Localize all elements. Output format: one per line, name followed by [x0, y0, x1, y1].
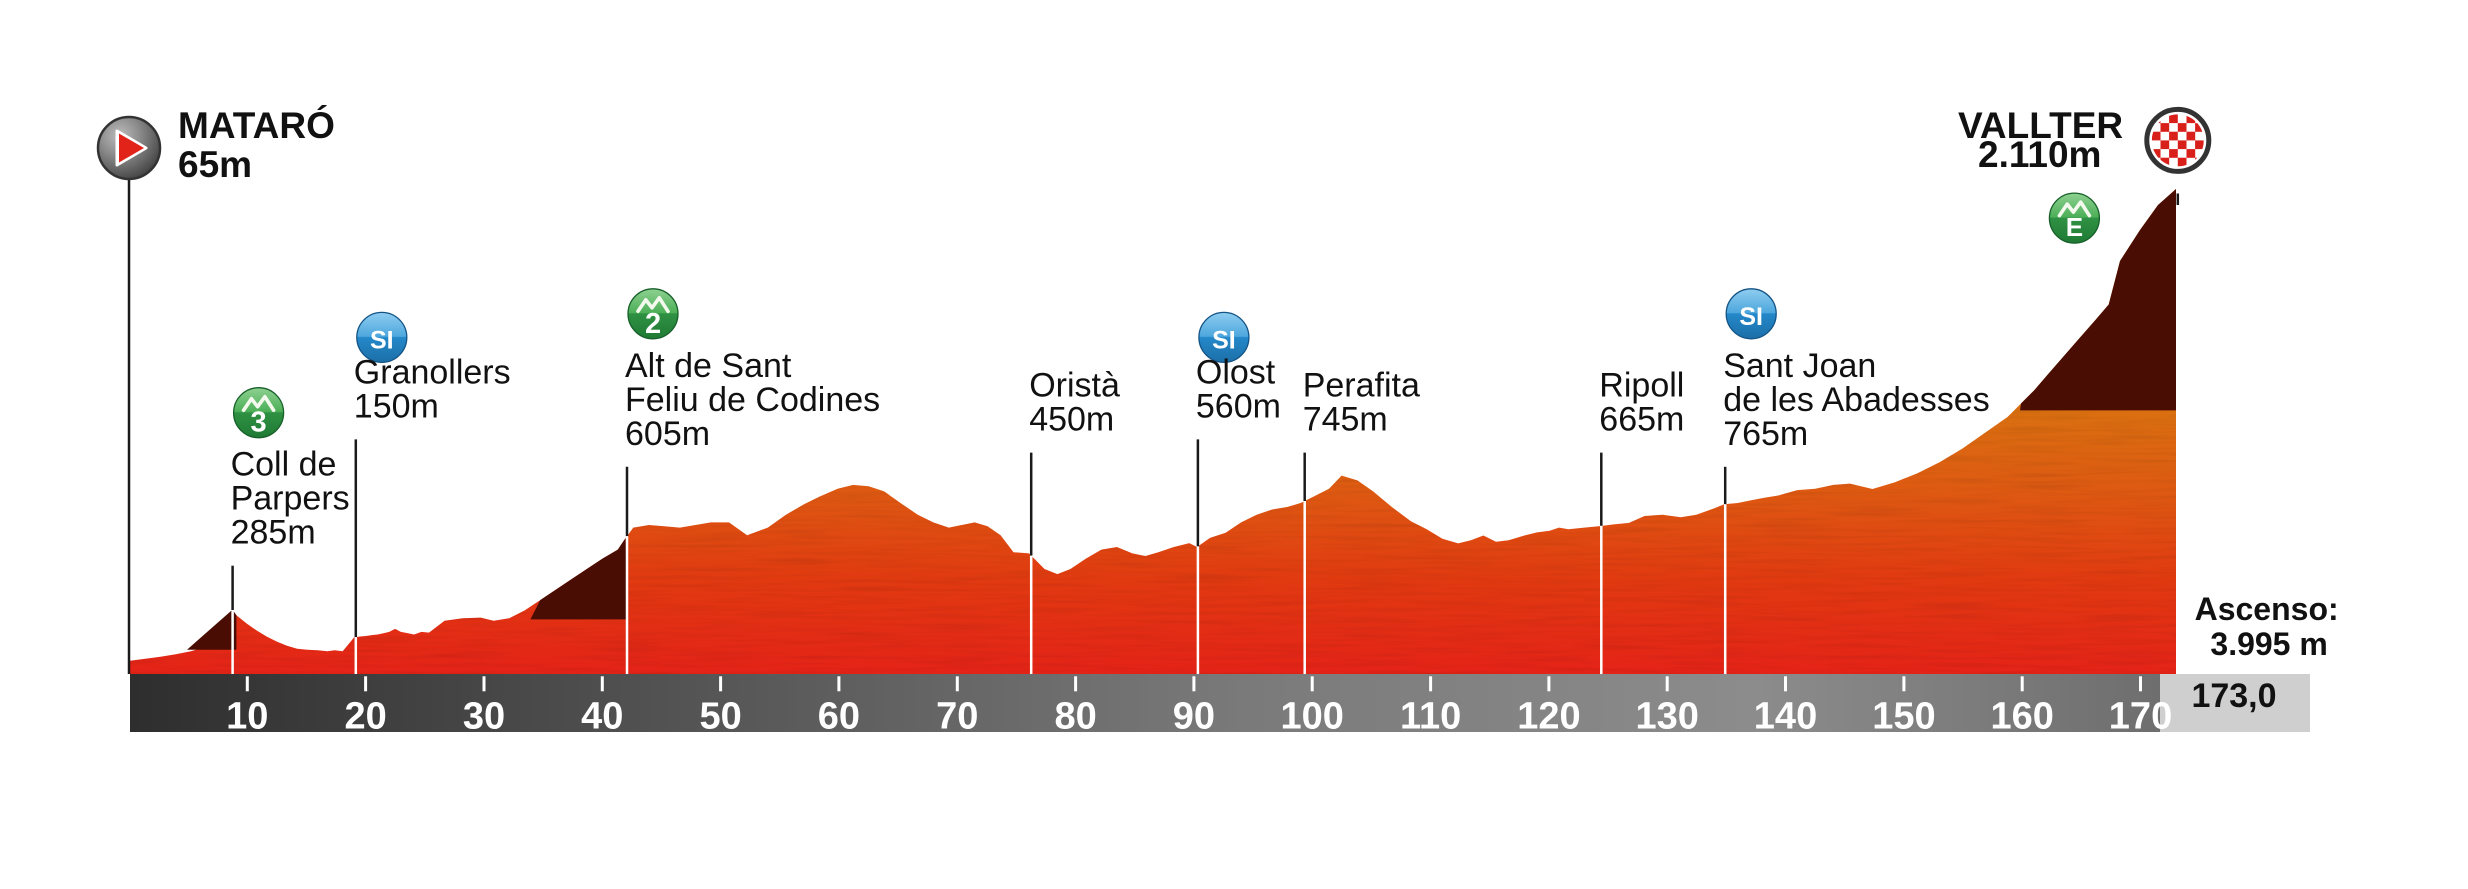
- svg-text:Perafita: Perafita: [1303, 367, 1420, 405]
- svg-text:Granollers: Granollers: [354, 353, 511, 391]
- svg-text:de les Abadesses: de les Abadesses: [1723, 381, 1990, 419]
- svg-text:130: 130: [1635, 695, 1698, 737]
- svg-text:Olost: Olost: [1196, 353, 1276, 391]
- svg-text:50: 50: [699, 695, 741, 737]
- svg-text:Feliu de Codines: Feliu de Codines: [625, 381, 880, 419]
- svg-text:Coll de: Coll de: [231, 446, 337, 484]
- svg-text:605m: 605m: [625, 415, 710, 453]
- svg-text:3.995 m: 3.995 m: [2210, 626, 2327, 662]
- svg-text:30: 30: [463, 695, 505, 737]
- svg-text:Alt de Sant: Alt de Sant: [625, 347, 792, 385]
- svg-text:60: 60: [818, 695, 860, 737]
- svg-text:100: 100: [1280, 695, 1343, 737]
- svg-text:90: 90: [1173, 695, 1215, 737]
- svg-text:Ascenso:: Ascenso:: [2195, 591, 2339, 627]
- svg-text:665m: 665m: [1599, 401, 1684, 439]
- svg-text:120: 120: [1517, 695, 1580, 737]
- svg-text:10: 10: [226, 695, 268, 737]
- svg-text:Oristà: Oristà: [1029, 367, 1120, 405]
- svg-text:150: 150: [1872, 695, 1935, 737]
- svg-text:170: 170: [2109, 695, 2172, 737]
- svg-text:150m: 150m: [354, 387, 439, 425]
- svg-text:80: 80: [1054, 695, 1096, 737]
- svg-text:40: 40: [581, 695, 623, 737]
- svg-text:285m: 285m: [231, 514, 316, 552]
- svg-text:20: 20: [344, 695, 386, 737]
- svg-text:173,0: 173,0: [2191, 677, 2276, 715]
- svg-text:2.110m: 2.110m: [1978, 134, 2101, 175]
- svg-text:560m: 560m: [1196, 387, 1281, 425]
- svg-text:160: 160: [1990, 695, 2053, 737]
- svg-text:MATARÓ: MATARÓ: [178, 104, 335, 146]
- svg-text:Sant Joan: Sant Joan: [1723, 347, 1876, 385]
- svg-text:110: 110: [1400, 695, 1461, 737]
- svg-text:140: 140: [1754, 695, 1817, 737]
- svg-text:Parpers: Parpers: [231, 480, 350, 518]
- svg-text:745m: 745m: [1303, 401, 1388, 439]
- svg-text:65m: 65m: [178, 144, 252, 185]
- svg-text:Ripoll: Ripoll: [1599, 367, 1684, 405]
- svg-text:765m: 765m: [1723, 415, 1808, 453]
- svg-text:450m: 450m: [1029, 401, 1114, 439]
- svg-text:70: 70: [936, 695, 978, 737]
